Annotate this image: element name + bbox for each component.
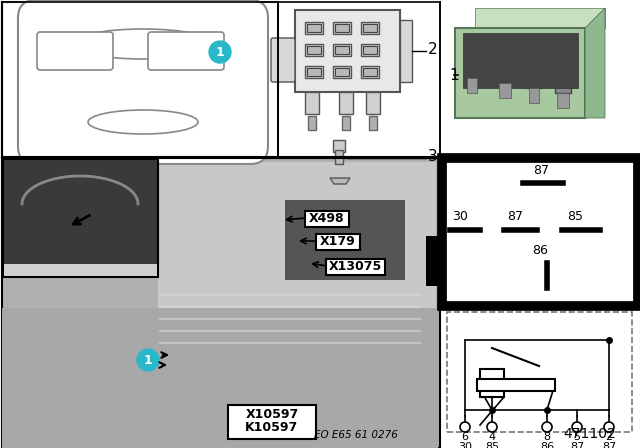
Bar (555, 73, 571, 93)
Bar (285, 200, 405, 280)
Text: 2: 2 (605, 432, 612, 442)
Circle shape (542, 422, 552, 432)
Bar (638, 211, 640, 276)
Circle shape (137, 349, 159, 371)
Bar (4, 264, 157, 276)
Text: X10597: X10597 (245, 408, 299, 421)
Circle shape (604, 422, 614, 432)
Bar (480, 369, 504, 397)
Ellipse shape (88, 110, 198, 134)
Text: 1: 1 (143, 353, 152, 366)
Text: 85: 85 (567, 210, 583, 223)
Bar (308, 116, 316, 130)
Polygon shape (585, 8, 605, 118)
FancyBboxPatch shape (18, 0, 268, 164)
Text: K10597: K10597 (245, 421, 299, 434)
Bar (363, 68, 377, 76)
Bar (228, 405, 316, 439)
Bar (305, 44, 323, 56)
Bar (307, 68, 321, 76)
Bar (333, 22, 351, 34)
Bar (361, 66, 379, 78)
Bar (497, 63, 513, 83)
Bar (2, 308, 438, 448)
Text: 3: 3 (428, 148, 438, 164)
Bar (557, 93, 569, 108)
Bar (2, 158, 440, 448)
Bar (305, 22, 323, 34)
Bar (3, 159, 158, 277)
Text: X498: X498 (309, 211, 345, 224)
Circle shape (572, 422, 582, 432)
Ellipse shape (70, 29, 216, 59)
Bar (316, 234, 360, 250)
Bar (333, 140, 345, 152)
Bar (426, 236, 442, 286)
Bar (335, 68, 349, 76)
Text: 87: 87 (570, 442, 584, 448)
Bar (447, 312, 632, 432)
FancyBboxPatch shape (148, 32, 224, 70)
Bar (339, 92, 353, 114)
Polygon shape (330, 178, 350, 184)
Bar (529, 88, 539, 103)
Bar (335, 150, 343, 164)
Bar (363, 24, 377, 32)
Bar (499, 83, 511, 98)
FancyBboxPatch shape (271, 38, 295, 82)
Circle shape (209, 41, 231, 63)
Bar (307, 46, 321, 54)
Bar (369, 116, 377, 130)
Text: 471102: 471102 (564, 427, 616, 441)
Bar (477, 379, 555, 391)
Text: 2: 2 (428, 42, 438, 56)
Bar (307, 24, 321, 32)
Bar (305, 92, 319, 114)
Bar (363, 46, 377, 54)
Bar (333, 66, 351, 78)
Text: X13075: X13075 (329, 259, 382, 272)
Text: 8: 8 (543, 432, 550, 442)
Bar (467, 78, 477, 93)
Text: 87: 87 (533, 164, 549, 177)
Bar (2, 2, 278, 157)
Bar (463, 33, 578, 88)
Bar (342, 116, 350, 130)
Text: 86: 86 (540, 442, 554, 448)
Bar (305, 211, 349, 227)
Bar (361, 44, 379, 56)
Text: 1: 1 (216, 46, 225, 59)
Text: EO E65 61 0276: EO E65 61 0276 (314, 430, 398, 440)
Bar (305, 66, 323, 78)
Polygon shape (475, 8, 605, 28)
FancyBboxPatch shape (37, 32, 113, 70)
Text: 5: 5 (573, 432, 580, 442)
Bar (335, 24, 349, 32)
Text: 86: 86 (532, 244, 548, 257)
Circle shape (460, 422, 470, 432)
Text: 30: 30 (458, 442, 472, 448)
Text: X179: X179 (320, 234, 356, 247)
Bar (361, 22, 379, 34)
Text: 85: 85 (485, 442, 499, 448)
Text: 1: 1 (449, 68, 459, 82)
Bar (527, 68, 541, 88)
Circle shape (487, 422, 497, 432)
Text: 87: 87 (507, 210, 523, 223)
Bar (366, 92, 380, 114)
Bar (442, 158, 638, 306)
Text: 30: 30 (452, 210, 468, 223)
Bar (295, 10, 400, 92)
Bar (158, 162, 436, 310)
Bar (333, 44, 351, 56)
Bar (455, 28, 585, 118)
Text: 87: 87 (602, 442, 616, 448)
Bar (465, 58, 479, 78)
Bar (400, 20, 412, 82)
Bar (326, 259, 385, 275)
Text: 6: 6 (461, 432, 468, 442)
Bar (335, 46, 349, 54)
Text: 4: 4 (488, 432, 495, 442)
